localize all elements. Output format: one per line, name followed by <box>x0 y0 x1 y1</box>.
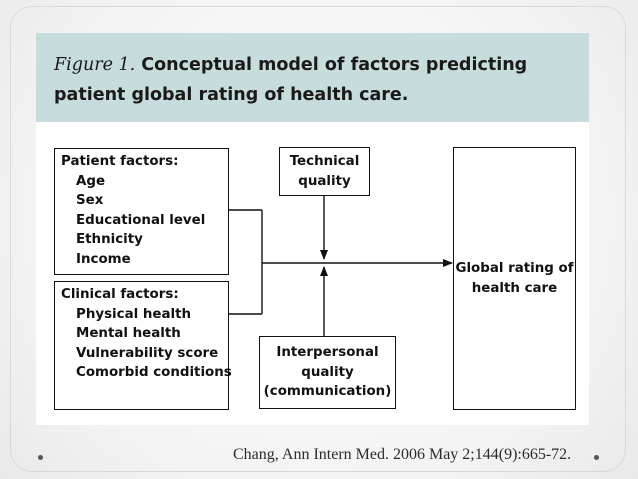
figure-title-lead: Figure 1. <box>54 55 136 75</box>
global-rating-line2: health care <box>471 280 558 296</box>
global-rating-box: Global rating of health care <box>453 147 576 410</box>
technical-quality-line1: Technical <box>289 154 360 169</box>
patient-factors-box: Patient factors: Age Sex Educational lev… <box>54 148 229 275</box>
interpersonal-quality-line2: quality <box>301 364 354 380</box>
list-item: Age <box>76 173 106 189</box>
technical-quality-box: Technical quality <box>279 147 370 196</box>
patient-factors-list: Age Sex Educational level Ethnicity Inco… <box>76 172 205 270</box>
bullet-dot-left <box>38 455 43 460</box>
citation-text: Chang, Ann Intern Med. 2006 May 2;144(9)… <box>233 446 572 463</box>
slide-frame <box>10 6 626 472</box>
clinical-factors-list: Physical health Mental health Vulnerabil… <box>76 305 232 383</box>
list-item: Ethnicity <box>76 232 143 247</box>
list-item: Physical health <box>76 306 192 322</box>
diagram-connectors <box>228 195 453 336</box>
figure-panel: Figure 1. Conceptual model of factors pr… <box>36 33 589 425</box>
figure-title-text: Conceptual model of factors predicting p… <box>54 55 528 105</box>
figure-title-bar: Figure 1. Conceptual model of factors pr… <box>36 33 589 122</box>
interpersonal-quality-line1: Interpersonal <box>276 345 379 361</box>
clinical-factors-header: Clinical factors: <box>61 287 179 302</box>
global-rating-line1: Global rating of <box>455 261 574 276</box>
interpersonal-quality-box: Interpersonal quality (communication) <box>259 336 396 409</box>
list-item: Income <box>76 251 131 267</box>
clinical-factors-box: Clinical factors: Physical health Mental… <box>54 281 232 410</box>
interpersonal-quality-line3: (communication) <box>263 384 392 400</box>
list-item: Vulnerability score <box>76 345 219 361</box>
figure-title: Figure 1. Conceptual model of factors pr… <box>54 50 574 110</box>
patient-factors-header: Patient factors: <box>61 154 179 169</box>
list-item: Educational level <box>76 212 206 228</box>
technical-quality-line2: quality <box>298 173 351 189</box>
list-item: Comorbid conditions <box>76 365 232 380</box>
bullet-dot-right <box>594 455 599 460</box>
list-item: Mental health <box>76 326 181 341</box>
list-item: Sex <box>76 193 104 208</box>
